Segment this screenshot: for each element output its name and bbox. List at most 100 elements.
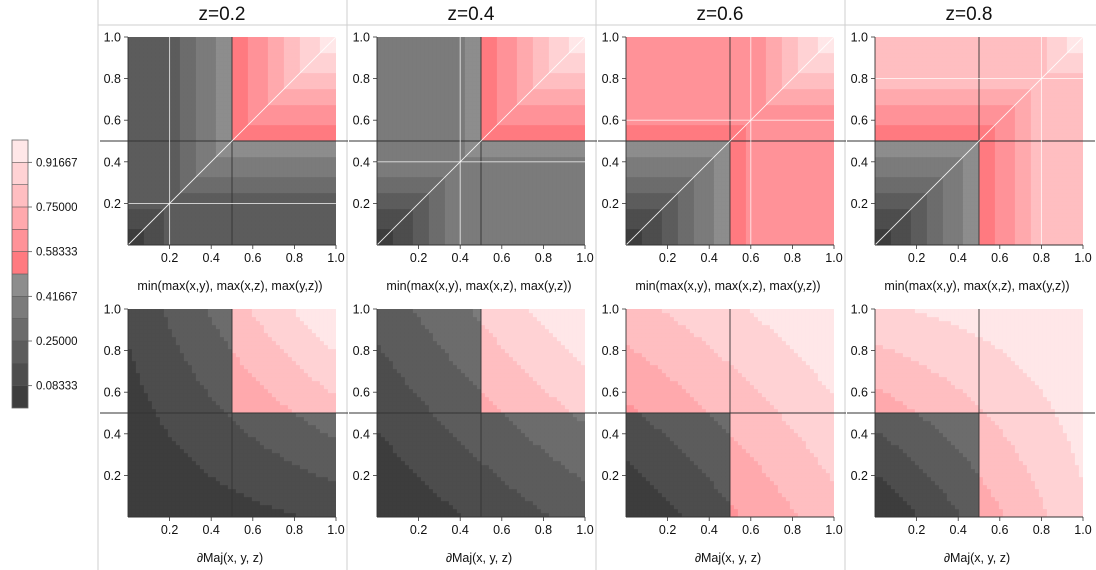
- contour-cell: [319, 72, 325, 78]
- contour-cell: [480, 72, 486, 78]
- contour-cell: [207, 208, 213, 214]
- contour-cell: [452, 112, 458, 118]
- contour-cell: [259, 100, 265, 106]
- contour-cell: [420, 208, 426, 214]
- contour-cell: [147, 124, 153, 130]
- contour-cell: [215, 92, 221, 98]
- contour-cell: [484, 220, 490, 226]
- contour-cell: [267, 228, 273, 234]
- contour-cell: [476, 204, 482, 210]
- contour-cell: [271, 192, 277, 198]
- contour-cell: [243, 112, 249, 118]
- contour-cell: [263, 156, 269, 162]
- contour-cell: [460, 112, 466, 118]
- contour-cell: [512, 116, 518, 122]
- contour-cell: [267, 180, 273, 186]
- contour-cell: [279, 148, 285, 154]
- contour-cell: [199, 156, 205, 162]
- contour-cell: [377, 232, 382, 238]
- contour-cell: [540, 224, 546, 230]
- contour-cell: [476, 232, 482, 238]
- contour-cell: [400, 220, 406, 226]
- contour-cell: [476, 100, 482, 106]
- contour-cell: [219, 152, 225, 158]
- contour-cell: [135, 108, 141, 114]
- contour-cell: [396, 144, 402, 150]
- contour-cell: [215, 56, 221, 62]
- contour-cell: [388, 192, 394, 198]
- contour-cell: [416, 228, 422, 234]
- contour-cell: [516, 212, 522, 218]
- contour-cell: [243, 208, 249, 214]
- contour-cell: [223, 224, 229, 230]
- contour-cell: [163, 52, 169, 58]
- contour-cell: [524, 128, 530, 134]
- contour-cell: [283, 184, 289, 190]
- contour-cell: [404, 176, 410, 182]
- contour-cell: [139, 108, 145, 114]
- contour-cell: [544, 228, 550, 234]
- contour-cell: [428, 192, 434, 198]
- contour-cell: [377, 124, 382, 130]
- contour-cell: [267, 52, 273, 58]
- contour-cell: [295, 204, 301, 210]
- contour-cell: [416, 216, 422, 222]
- contour-cell: [404, 44, 410, 50]
- contour-cell: [472, 100, 478, 106]
- contour-cell: [227, 216, 233, 222]
- contour-cell: [440, 76, 446, 82]
- contour-cell: [283, 192, 289, 198]
- contour-cell: [211, 152, 217, 158]
- contour-cell: [251, 228, 257, 234]
- contour-cell: [183, 240, 189, 245]
- contour-cell: [388, 48, 394, 54]
- contour-cell: [291, 204, 297, 210]
- contour-cell: [484, 232, 490, 238]
- contour-cell: [532, 212, 538, 218]
- contour-cell: [408, 140, 414, 146]
- contour-cell: [319, 37, 325, 42]
- contour-cell: [452, 176, 458, 182]
- contour-cell: [219, 156, 225, 162]
- contour-cell: [155, 184, 161, 190]
- contour-cell: [484, 168, 490, 174]
- contour-cell: [211, 112, 217, 118]
- contour-cell: [424, 204, 430, 210]
- contour-cell: [287, 196, 293, 202]
- contour-cell: [135, 172, 141, 178]
- contour-cell: [175, 37, 181, 42]
- y-tick-label: 1.0: [104, 31, 121, 45]
- contour-cell: [408, 136, 414, 142]
- contour-cell: [528, 140, 534, 146]
- contour-cell: [243, 116, 249, 122]
- contour-cell: [444, 112, 450, 118]
- contour-cell: [400, 64, 406, 70]
- contour-cell: [424, 116, 430, 122]
- contour-cell: [259, 88, 265, 94]
- contour-cell: [436, 84, 442, 90]
- contour-cell: [219, 192, 225, 198]
- contour-cell: [424, 96, 430, 102]
- contour-cell: [428, 60, 434, 66]
- contour-cell: [251, 52, 257, 58]
- contour-cell: [400, 96, 406, 102]
- contour-cell: [263, 208, 269, 214]
- contour-cell: [460, 200, 466, 206]
- contour-cell: [207, 60, 213, 66]
- contour-cell: [408, 88, 414, 94]
- contour-cell: [488, 152, 494, 158]
- contour-cell: [492, 92, 498, 98]
- contour-cell: [259, 104, 265, 110]
- contour-cell: [420, 76, 426, 82]
- contour-cell: [327, 148, 333, 154]
- contour-cell: [540, 176, 546, 182]
- contour-cell: [143, 156, 149, 162]
- contour-cell: [203, 96, 209, 102]
- contour-cell: [448, 212, 454, 218]
- contour-cell: [307, 108, 313, 114]
- contour-cell: [516, 180, 522, 186]
- contour-cell: [384, 112, 390, 118]
- contour-cell: [432, 120, 438, 126]
- contour-cell: [432, 96, 438, 102]
- contour-cell: [171, 96, 177, 102]
